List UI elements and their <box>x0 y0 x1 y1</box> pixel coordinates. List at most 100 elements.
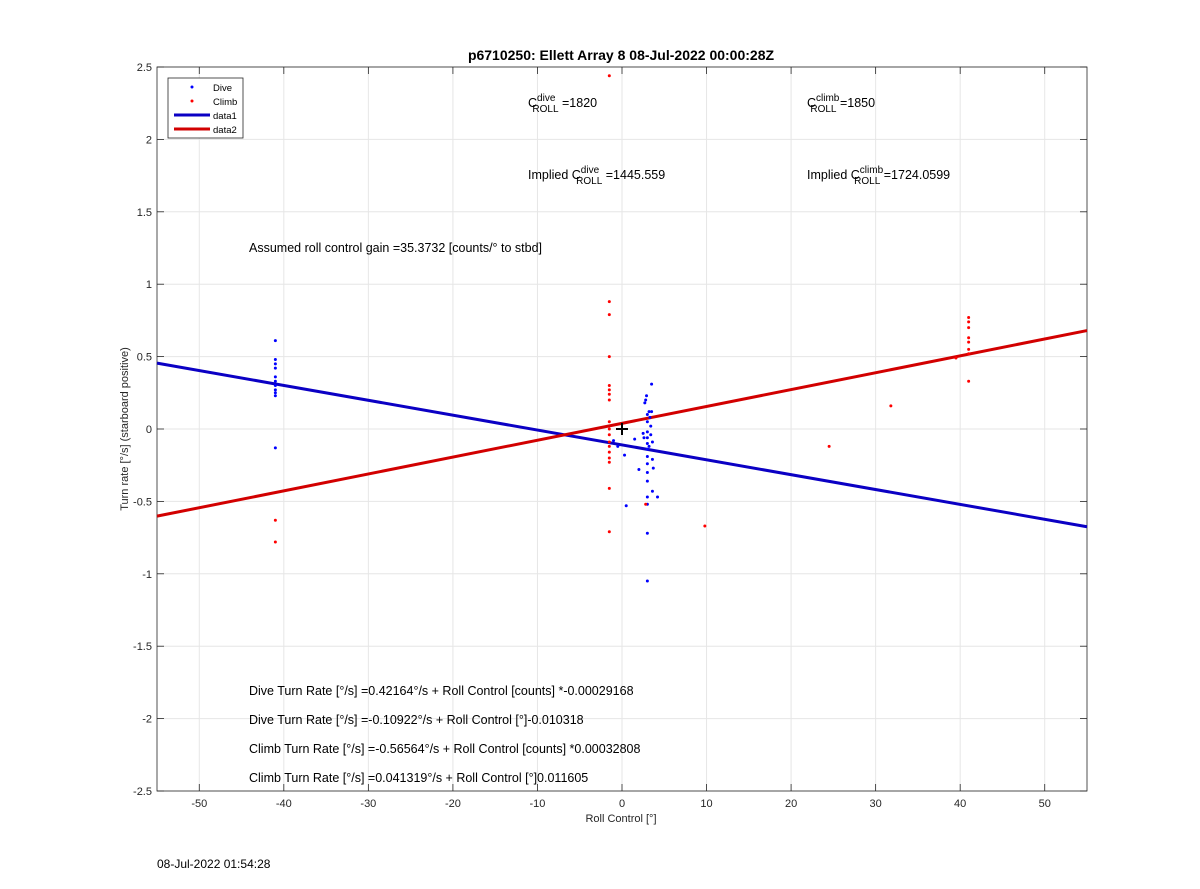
dive-point <box>273 366 277 370</box>
dive-point <box>645 413 649 417</box>
climb-point <box>607 420 611 424</box>
climb-point <box>607 398 611 402</box>
axis-ticks: -50 -40 -30 -20 -10 0 10 20 30 40 50-2.5-2-1.5-1-0… <box>133 62 1087 810</box>
y-tick-label: -1.5 <box>133 641 152 653</box>
dive-point <box>623 453 627 457</box>
climb-point <box>607 74 611 78</box>
fit-line-data1 <box>156 361 1088 529</box>
data-marks <box>156 74 1088 583</box>
dive-point <box>645 447 649 451</box>
print-timestamp: 08-Jul-2022 01:54:28 <box>157 857 271 871</box>
dive-point <box>273 379 277 383</box>
x-tick-label: 40 <box>954 798 966 810</box>
dive-point <box>645 455 649 459</box>
dive-point <box>633 437 637 441</box>
climb-point <box>827 444 831 448</box>
climb-equation-counts: Climb Turn Rate [°/s] =-0.56564°/s + Rol… <box>249 742 641 756</box>
dive-point <box>624 504 628 508</box>
x-tick-label: 0 <box>619 798 625 810</box>
x-tick-label: -20 <box>445 798 461 810</box>
dive-point <box>273 388 277 392</box>
climb-point <box>967 379 971 383</box>
dive-point <box>273 339 277 343</box>
legend-climb-label: Climb <box>213 97 237 108</box>
climb-point <box>607 300 611 304</box>
dive-point <box>648 415 652 419</box>
x-tick-label: 10 <box>700 798 712 810</box>
climb-point <box>607 530 611 534</box>
dive-point <box>645 430 649 434</box>
dive-point <box>650 410 654 414</box>
climb-equation-degrees: Climb Turn Rate [°/s] =0.041319°/s + Rol… <box>249 771 588 785</box>
x-tick-label: 20 <box>785 798 797 810</box>
y-axis-label: Turn rate [°/s] (starboard positive) <box>119 347 131 511</box>
dive-point <box>637 468 641 472</box>
climb-point <box>967 352 971 356</box>
dive-point <box>273 391 277 395</box>
c-climb-annotation: Cclimb ROLL =1850 <box>807 93 875 115</box>
dive-point <box>645 579 649 583</box>
climb-point <box>607 440 611 444</box>
dive-point <box>273 357 277 361</box>
y-tick-label: -2 <box>142 714 152 726</box>
dive-point <box>650 440 654 444</box>
climb-point <box>644 502 648 506</box>
dive-point <box>273 394 277 398</box>
origin-plus-marker <box>616 423 628 435</box>
dive-point <box>645 470 649 474</box>
dive-point <box>645 479 649 483</box>
climb-point <box>967 340 971 344</box>
chart-title: p6710250: Ellett Array 8 08-Jul-2022 00:… <box>468 47 775 63</box>
legend: Dive Climb data1 data2 <box>167 77 244 139</box>
dive-point <box>641 431 645 435</box>
implied-dive-annotation: Implied Cdive ROLL =1445.559 <box>528 165 665 187</box>
dive-point <box>273 375 277 379</box>
dive-point <box>650 382 654 386</box>
legend-dive-label: Dive <box>213 83 232 94</box>
climb-point <box>607 427 611 431</box>
x-axis-label: Roll Control [°] <box>585 813 656 825</box>
legend-data1-label: data1 <box>213 111 237 122</box>
climb-point <box>703 524 707 528</box>
climb-point <box>607 388 611 392</box>
y-tick-label: 1.5 <box>137 207 152 219</box>
dive-point <box>645 441 649 445</box>
dive-point <box>647 444 651 448</box>
dive-point <box>645 436 649 440</box>
climb-point <box>967 326 971 330</box>
dive-point <box>645 462 649 466</box>
dive-point <box>649 433 653 437</box>
climb-point <box>607 384 611 388</box>
legend-data2-label: data2 <box>213 125 237 136</box>
dive-point <box>642 436 646 440</box>
x-tick-label: 50 <box>1039 798 1051 810</box>
climb-point <box>607 313 611 317</box>
climb-point <box>889 404 893 408</box>
implied-climb-annotation: Implied Cclimb ROLL =1724.0599 <box>807 165 950 187</box>
climb-point <box>607 456 611 460</box>
y-tick-label: 0.5 <box>137 352 152 364</box>
dive-point <box>645 495 649 499</box>
dive-equation-degrees: Dive Turn Rate [°/s] =-0.10922°/s + Roll… <box>249 713 584 727</box>
climb-point <box>967 320 971 324</box>
climb-point <box>607 392 611 396</box>
x-tick-label: -30 <box>360 798 376 810</box>
y-tick-label: -2.5 <box>133 786 152 798</box>
y-tick-label: -1 <box>142 569 152 581</box>
climb-point <box>607 450 611 454</box>
x-tick-label: 30 <box>870 798 882 810</box>
climb-point <box>967 336 971 340</box>
dive-point <box>650 489 654 493</box>
climb-point <box>607 444 611 448</box>
x-tick-label: -40 <box>276 798 292 810</box>
climb-point <box>607 486 611 490</box>
legend-climb-marker <box>190 99 194 103</box>
climb-point <box>607 460 611 464</box>
dive-point <box>273 384 277 388</box>
climb-point <box>954 356 958 360</box>
climb-point <box>273 518 277 522</box>
climb-point <box>273 540 277 544</box>
y-tick-label: -0.5 <box>133 496 152 508</box>
dive-point <box>656 495 660 499</box>
